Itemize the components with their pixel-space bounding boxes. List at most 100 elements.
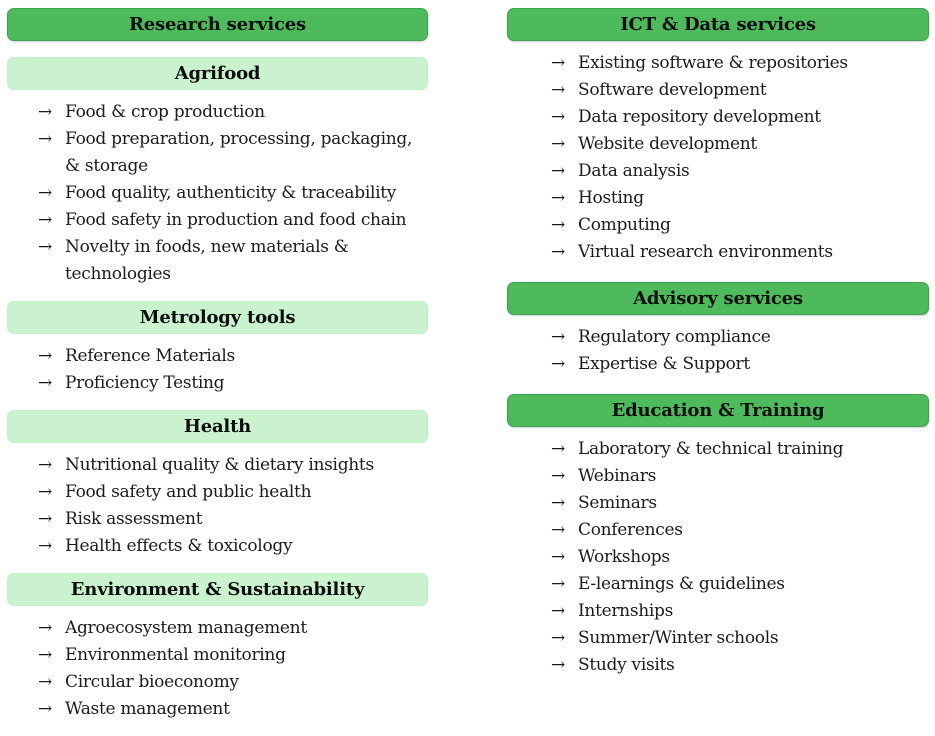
list-item: → Laboratory & technical training [551, 436, 927, 463]
list-item: → Food preparation, processing, packaging… [38, 126, 426, 180]
list-item: → Agroecosystem management [38, 615, 426, 642]
arrow-icon: → [551, 354, 565, 374]
item-text: Laboratory & technical training [578, 439, 844, 459]
item-text: Food quality, authenticity & traceabilit… [65, 183, 397, 203]
section-header-label: Education & Training [611, 400, 825, 421]
item-text: Study visits [578, 655, 675, 675]
arrow-icon: → [38, 699, 52, 719]
arrow-icon: → [38, 618, 52, 638]
arrow-icon: → [38, 645, 52, 665]
arrow-icon: → [551, 80, 565, 100]
item-text: Summer/Winter schools [578, 628, 779, 648]
list-item: → Existing software & repositories [551, 50, 927, 77]
item-text: Food preparation, processing, packaging,… [65, 129, 413, 176]
list-item: → Internships [551, 598, 927, 625]
arrow-icon: → [38, 346, 52, 366]
metrology-tools-list: → Reference Materials → Proficiency Testin… [7, 343, 428, 397]
section-header-label: ICT & Data services [620, 14, 816, 35]
subsection-header-label: Health [183, 416, 252, 437]
subsection-header-agrifood: Agrifood [7, 57, 428, 90]
environment-sustainability-list: → Agroecosystem management → Environmental… [7, 615, 428, 723]
ict-advisory-education-column: ICT & Data services → Existing software &… [507, 8, 929, 736]
item-text: Reference Materials [65, 346, 235, 366]
arrow-icon: → [551, 327, 565, 347]
list-item: → Food & crop production [38, 99, 426, 126]
item-text: Software development [578, 80, 767, 100]
health-list: → Nutritional quality & dietary insights … [7, 452, 428, 560]
list-item: → Virtual research environments [551, 239, 927, 266]
arrow-icon: → [38, 102, 52, 122]
arrow-icon: → [38, 129, 52, 149]
item-text: Nutritional quality & dietary insights [65, 455, 374, 475]
arrow-icon: → [551, 188, 565, 208]
item-text: Regulatory compliance [578, 327, 771, 347]
subsection-header-label: Environment & Sustainability [70, 579, 365, 600]
list-item: → Risk assessment [38, 506, 426, 533]
subsection-header-label: Metrology tools [139, 307, 296, 328]
list-item: → Summer/Winter schools [551, 625, 927, 652]
item-text: Computing [578, 215, 671, 235]
subsection-header-environment-sustainability: Environment & Sustainability [7, 573, 428, 606]
arrow-icon: → [551, 520, 565, 540]
list-item: → Seminars [551, 490, 927, 517]
arrow-icon: → [551, 107, 565, 127]
list-item: → Data analysis [551, 158, 927, 185]
section-header-research-services: Research services [7, 8, 428, 41]
arrow-icon: → [551, 628, 565, 648]
list-item: → Food safety in production and food chai… [38, 207, 426, 234]
arrow-icon: → [38, 509, 52, 529]
item-text: Novelty in foods, new materials & techno… [65, 237, 349, 284]
subsection-header-metrology-tools: Metrology tools [7, 301, 428, 334]
item-text: Website development [578, 134, 757, 154]
research-services-column: Research services Agrifood → Food & crop … [7, 8, 428, 736]
section-header-ict-data-services: ICT & Data services [507, 8, 929, 41]
arrow-icon: → [551, 439, 565, 459]
advisory-services-list: → Regulatory compliance → Expertise & Supp… [507, 324, 929, 378]
item-text: Existing software & repositories [578, 53, 848, 73]
list-item: → Proficiency Testing [38, 370, 426, 397]
list-item: → Website development [551, 131, 927, 158]
item-text: Webinars [578, 466, 657, 486]
list-item: → Environmental monitoring [38, 642, 426, 669]
arrow-icon: → [551, 655, 565, 675]
arrow-icon: → [38, 455, 52, 475]
section-header-label: Research services [129, 14, 306, 35]
arrow-icon: → [38, 482, 52, 502]
list-item: → Hosting [551, 185, 927, 212]
item-text: Food safety in production and food chain [65, 210, 407, 230]
arrow-icon: → [38, 183, 52, 203]
arrow-icon: → [38, 210, 52, 230]
list-item: → Reference Materials [38, 343, 426, 370]
arrow-icon: → [551, 53, 565, 73]
arrow-icon: → [38, 373, 52, 393]
list-item: → Webinars [551, 463, 927, 490]
arrow-icon: → [551, 493, 565, 513]
section-header-education-training: Education & Training [507, 394, 929, 427]
arrow-icon: → [551, 215, 565, 235]
section-header-advisory-services: Advisory services [507, 282, 929, 315]
item-text: Seminars [578, 493, 657, 513]
ict-data-services-list: → Existing software & repositories → Softw… [507, 50, 929, 266]
list-item: → Food safety and public health [38, 479, 426, 506]
arrow-icon: → [551, 161, 565, 181]
arrow-icon: → [38, 672, 52, 692]
list-item: → Regulatory compliance [551, 324, 927, 351]
list-item: → Circular bioeconomy [38, 669, 426, 696]
item-text: Agroecosystem management [65, 618, 307, 638]
item-text: Environmental monitoring [65, 645, 286, 665]
arrow-icon: → [38, 237, 52, 257]
list-item: → Data repository development [551, 104, 927, 131]
item-text: Workshops [578, 547, 670, 567]
item-text: Data repository development [578, 107, 821, 127]
item-text: Data analysis [578, 161, 690, 181]
arrow-icon: → [551, 466, 565, 486]
item-text: Expertise & Support [578, 354, 750, 374]
list-item: → E-learnings & guidelines [551, 571, 927, 598]
arrow-icon: → [551, 547, 565, 567]
item-text: Conferences [578, 520, 683, 540]
arrow-icon: → [38, 536, 52, 556]
item-text: Circular bioeconomy [65, 672, 239, 692]
list-item: → Expertise & Support [551, 351, 927, 378]
subsection-header-health: Health [7, 410, 428, 443]
